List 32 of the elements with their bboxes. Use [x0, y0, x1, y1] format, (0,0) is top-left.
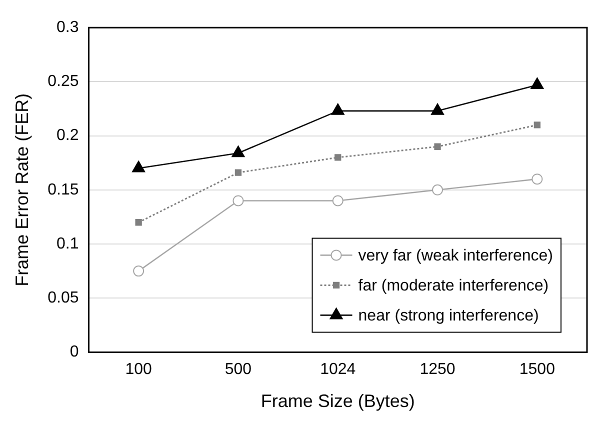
- x-tick-label: 1500: [519, 361, 556, 378]
- point: [430, 103, 444, 115]
- y-tick-label: 0.2: [56, 127, 79, 144]
- point: [135, 219, 142, 226]
- point: [530, 77, 544, 89]
- legend-label: very far (weak interference): [358, 248, 553, 265]
- x-tick-label: 500: [224, 361, 252, 378]
- point: [132, 160, 146, 172]
- x-tick-label: 1024: [320, 361, 356, 378]
- point: [331, 103, 344, 115]
- y-tick-label: 0.25: [48, 73, 79, 90]
- point: [234, 169, 242, 176]
- point: [133, 266, 144, 277]
- point: [432, 184, 444, 196]
- point: [332, 195, 344, 206]
- point: [534, 122, 541, 128]
- y-tick-label: 0.05: [48, 290, 79, 307]
- x-axis-title: Frame Size (Bytes): [260, 391, 415, 412]
- x-tick-label: 1250: [420, 361, 456, 378]
- y-tick-label: 0.1: [56, 235, 79, 252]
- point: [232, 195, 244, 206]
- legend-label: far (moderate interference): [358, 278, 549, 295]
- point: [232, 146, 245, 158]
- y-tick-label: 0.15: [48, 181, 79, 198]
- y-axis-title: Frame Error Rate (FER): [12, 93, 32, 286]
- x-tick-label: 100: [125, 361, 152, 378]
- point: [532, 174, 543, 185]
- y-tick-label: 0: [70, 344, 79, 361]
- y-tick-label: 0.3: [56, 19, 79, 36]
- legend-label: near (strong interference): [358, 308, 539, 325]
- point: [334, 154, 342, 161]
- point: [434, 143, 441, 150]
